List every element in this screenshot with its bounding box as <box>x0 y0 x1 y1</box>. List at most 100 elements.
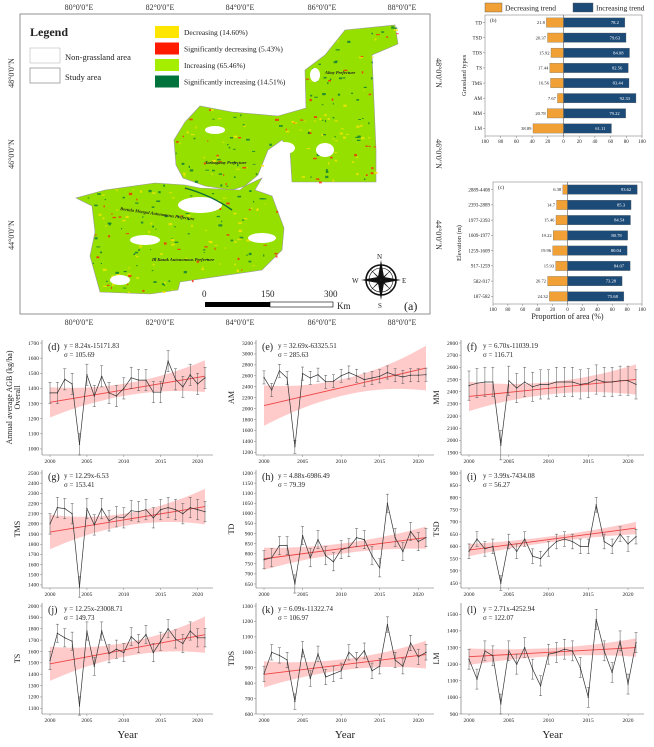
compass-rose-icon <box>361 260 401 300</box>
trend-pixel <box>134 252 136 255</box>
y-tick-label: 700 <box>245 572 254 578</box>
trend-pixel <box>203 252 205 253</box>
y-tick-label: 1600 <box>28 562 39 568</box>
trend-pixel <box>101 194 105 196</box>
y-tick-label: 1700 <box>28 341 39 347</box>
trend-pixel <box>222 197 227 199</box>
trend-pixel <box>358 56 363 59</box>
data-point <box>371 555 373 557</box>
trend-pixel <box>238 229 242 233</box>
data-point <box>409 642 412 644</box>
trend-pixel <box>136 198 138 201</box>
data-point <box>174 378 177 380</box>
data-point <box>571 650 573 652</box>
trend-pixel <box>343 136 346 139</box>
x-tick-label: 100 <box>638 140 646 145</box>
trend-pixel <box>356 99 359 101</box>
y-tick-label: 1300 <box>242 604 253 610</box>
trend-pixel <box>208 240 212 243</box>
trend-pixel <box>212 118 215 120</box>
x-tick-label: 60 <box>520 308 526 313</box>
trend-pixel <box>108 223 111 226</box>
trend-pixel <box>202 266 204 268</box>
x-tick-label: 2020 <box>192 592 203 598</box>
y-tick-label: 900 <box>450 712 459 718</box>
longitude-label: 80°0'0"E <box>65 3 94 12</box>
trend-pixel <box>276 211 279 213</box>
data-point <box>409 374 412 376</box>
trend-pixel <box>358 119 361 120</box>
trend-pixel <box>365 145 368 147</box>
y-tick-label: TMS <box>472 82 483 87</box>
x-tick-label: 2010 <box>118 459 129 465</box>
data-point <box>355 375 358 377</box>
trend-pixel <box>112 283 115 286</box>
data-point <box>101 630 103 632</box>
bar-decreasing <box>546 17 564 28</box>
trend-pixel <box>233 135 238 138</box>
trend-pixel <box>246 138 250 141</box>
trend-pixel <box>189 118 193 121</box>
y-tick-label: 950 <box>245 521 254 527</box>
data-point <box>484 548 486 550</box>
trend-line <box>49 375 206 403</box>
trend-pixel <box>335 49 340 51</box>
trend-pixel <box>237 164 239 167</box>
data-point <box>635 641 637 644</box>
data-point <box>197 509 199 511</box>
trend-line <box>49 634 206 665</box>
y-axis-label: Elevation (m) <box>456 225 463 261</box>
data-point <box>108 520 110 522</box>
trend-pixel <box>306 78 310 80</box>
data-point <box>332 673 335 675</box>
trend-pixel <box>193 137 196 140</box>
trend-pixel <box>118 216 122 218</box>
trend-pixel <box>136 265 138 267</box>
trend-pixel <box>190 134 195 136</box>
data-point <box>204 511 206 513</box>
data-point <box>278 370 281 372</box>
y-axis-label: TMS <box>13 521 22 537</box>
trend-pixel <box>238 137 242 139</box>
data-point <box>197 383 199 385</box>
data-label-increasing: 80.04 <box>611 248 622 253</box>
trend-pixel <box>237 238 239 241</box>
trend-pixel <box>106 284 110 286</box>
data-point <box>332 561 335 563</box>
data-point <box>635 536 637 538</box>
data-point <box>409 530 412 533</box>
data-point <box>167 628 169 630</box>
y-tick-label: 450 <box>450 581 459 587</box>
trend-pixel <box>232 162 237 164</box>
trend-pixel <box>363 86 367 88</box>
trend-pixel <box>310 94 313 97</box>
data-label-decreasing: 17.44 <box>538 66 549 71</box>
y-axis-label: LM <box>432 653 441 665</box>
y-tick-label: 1300 <box>28 683 39 689</box>
trend-line <box>263 654 427 675</box>
trend-pixel <box>106 280 108 282</box>
data-point <box>286 545 288 547</box>
trend-pixel <box>133 254 136 256</box>
map-panel: Altay Prefecture Tarbagatay Prefecture B… <box>7 3 443 327</box>
data-point <box>468 385 470 387</box>
trend-pixel <box>396 33 399 35</box>
trend-pixel <box>291 120 295 123</box>
data-point <box>294 701 296 703</box>
trend-pixel <box>343 69 348 72</box>
data-label-decreasing: 15.92 <box>539 50 550 55</box>
x-tick-label: 2000 <box>259 592 270 598</box>
x-tick-label: 2005 <box>297 592 308 598</box>
data-point <box>101 375 103 377</box>
trend-pixel <box>238 222 242 224</box>
trend-pixel <box>376 34 380 36</box>
y-tick-label: 2800 <box>447 341 458 347</box>
data-point <box>340 670 342 672</box>
data-point <box>152 391 154 393</box>
series-line <box>49 628 205 707</box>
trend-pixel <box>310 176 312 178</box>
bar-increasing <box>567 230 628 241</box>
non-grassland-patch <box>316 143 334 157</box>
data-label-increasing: 80.78 <box>611 233 622 238</box>
